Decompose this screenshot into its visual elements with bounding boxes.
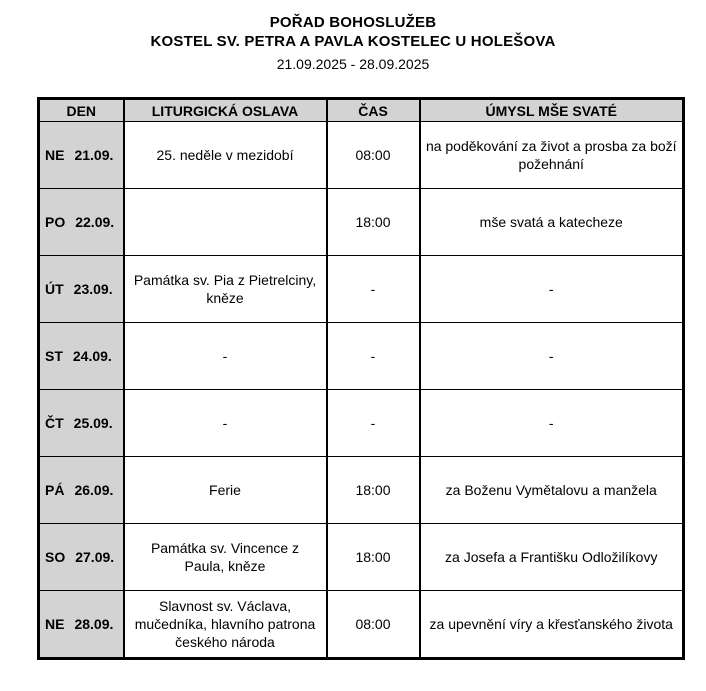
day-abbr: ST <box>45 348 63 364</box>
day-date: 22.09. <box>75 214 115 230</box>
table-row: ÚT 23.09. Památka sv. Pia z Pietrelciny,… <box>37 255 685 323</box>
intention-cell: na poděkování za život a prosba za boží … <box>418 121 685 189</box>
table-row: NE 28.09. Slavnost sv. Václava, mučedník… <box>37 590 685 659</box>
table-row: PÁ 26.09. Ferie 18:00 za Boženu Vymětalo… <box>37 456 685 524</box>
schedule-table: DEN LITURGICKÁ OSLAVA ČAS ÚMYSL MŠE SVAT… <box>37 97 685 660</box>
celebration-cell <box>122 188 328 256</box>
page-header: POŘAD BOHOSLUŽEB KOSTEL SV. PETRA A PAVL… <box>0 0 706 73</box>
day-cell: ST 24.09. <box>37 322 125 390</box>
day-date: 23.09. <box>73 281 113 297</box>
celebration-cell: Památka sv. Vincence z Paula, kněze <box>122 523 328 591</box>
table-row: ST 24.09. - - - <box>37 322 685 390</box>
time-cell: 08:00 <box>325 121 421 189</box>
date-range: 21.09.2025 - 28.09.2025 <box>276 56 430 72</box>
celebration-cell: - <box>122 322 328 390</box>
column-header-den: DEN <box>37 98 125 122</box>
table-row: NE 21.09. 25. neděle v mezidobí 08:00 na… <box>37 121 685 189</box>
column-header-liturgicka-oslava: LITURGICKÁ OSLAVA <box>122 98 328 122</box>
intention-cell: za Boženu Vymětalovu a manžela <box>418 456 685 524</box>
table-row: PO 22.09. 18:00 mše svatá a katecheze <box>37 188 685 256</box>
day-date: 25.09. <box>73 415 113 431</box>
time-cell: 18:00 <box>325 456 421 524</box>
day-abbr: SO <box>45 549 66 565</box>
day-cell: PÁ 26.09. <box>37 456 125 524</box>
time-cell: 08:00 <box>325 590 421 659</box>
column-header-umysl-mse-svate: ÚMYSL MŠE SVATÉ <box>418 98 685 122</box>
day-abbr: NE <box>45 147 65 163</box>
day-cell: NE 28.09. <box>37 590 125 659</box>
time-cell: - <box>325 255 421 323</box>
day-cell: PO 22.09. <box>37 188 125 256</box>
day-cell: SO 27.09. <box>37 523 125 591</box>
time-cell: - <box>325 389 421 457</box>
time-cell: - <box>325 322 421 390</box>
table-row: ČT 25.09. - - - <box>37 389 685 457</box>
celebration-cell: Ferie <box>122 456 328 524</box>
column-header-cas: ČAS <box>325 98 421 122</box>
celebration-cell: - <box>122 389 328 457</box>
day-date: 26.09. <box>74 482 114 498</box>
celebration-cell: Památka sv. Pia z Pietrelciny, kněze <box>122 255 328 323</box>
celebration-cell: 25. neděle v mezidobí <box>122 121 328 189</box>
table-row: SO 27.09. Památka sv. Vincence z Paula, … <box>37 523 685 591</box>
page-title: POŘAD BOHOSLUŽEB <box>269 14 437 31</box>
day-cell: ČT 25.09. <box>37 389 125 457</box>
day-date: 24.09. <box>72 348 112 364</box>
day-cell: NE 21.09. <box>37 121 125 189</box>
intention-cell: - <box>418 322 685 390</box>
intention-cell: za upevnění víry a křesťanského života <box>418 590 685 659</box>
day-abbr: PÁ <box>45 482 65 498</box>
intention-cell: mše svatá a katecheze <box>418 188 685 256</box>
page-subtitle: KOSTEL SV. PETRA A PAVLA KOSTELEC U HOLE… <box>150 33 556 50</box>
intention-cell: - <box>418 255 685 323</box>
day-date: 27.09. <box>75 549 115 565</box>
day-cell: ÚT 23.09. <box>37 255 125 323</box>
time-cell: 18:00 <box>325 188 421 256</box>
day-abbr: ČT <box>45 415 64 431</box>
table-header-row: DEN LITURGICKÁ OSLAVA ČAS ÚMYSL MŠE SVAT… <box>37 98 685 122</box>
intention-cell: - <box>418 389 685 457</box>
time-cell: 18:00 <box>325 523 421 591</box>
day-date: 28.09. <box>74 616 114 632</box>
celebration-cell: Slavnost sv. Václava, mučedníka, hlavníh… <box>122 590 328 659</box>
day-abbr: NE <box>45 616 65 632</box>
day-date: 21.09. <box>74 147 114 163</box>
day-abbr: ÚT <box>45 281 64 297</box>
day-abbr: PO <box>45 214 66 230</box>
intention-cell: za Josefa a Františku Odložilíkovy <box>418 523 685 591</box>
